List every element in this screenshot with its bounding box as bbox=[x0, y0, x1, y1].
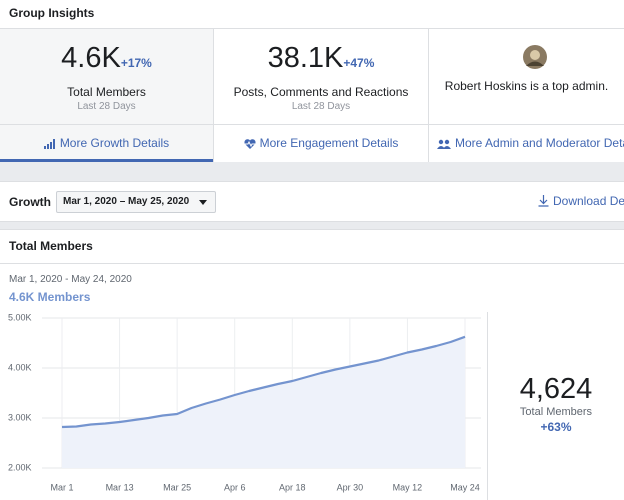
chart-subtitle: Mar 1, 2020 - May 24, 2020 bbox=[9, 274, 132, 285]
link-text: Download Details bbox=[553, 194, 624, 208]
card-change: +47% bbox=[343, 56, 375, 70]
x-tick-label: Mar 13 bbox=[106, 482, 134, 492]
card-change: +17% bbox=[120, 56, 152, 70]
y-tick-label: 4.00K bbox=[8, 362, 32, 372]
card[interactable]: Robert Hoskins is a top admin. More Admi… bbox=[429, 29, 624, 162]
divider bbox=[0, 263, 624, 264]
chart: 2.00K 3.00K 4.00K 5.00K Mar 1 Mar 13 Mar 25 Apr… bbox=[8, 312, 481, 492]
dropdown-text: Mar 1, 2020 – May 25, 2020 bbox=[63, 196, 190, 207]
toolbar: Growth Mar 1, 2020 – May 25, 2020 Downlo… bbox=[0, 181, 624, 222]
card-label: Posts, Comments and Reactions bbox=[233, 85, 409, 99]
header-title: Group Insights bbox=[9, 6, 95, 20]
icon bbox=[43, 139, 55, 149]
card-period: Last 28 Days bbox=[291, 101, 351, 112]
y-tick-label: 2.00K bbox=[8, 462, 32, 472]
link-text: More Growth Details bbox=[59, 136, 170, 150]
headline: 4.6K Members bbox=[9, 290, 91, 304]
x-tick-label: Apr 18 bbox=[279, 482, 306, 492]
summary-total: 4,624 bbox=[519, 373, 593, 405]
x-tick-label: Apr 6 bbox=[224, 482, 246, 492]
card[interactable]: 4.6K+17% Total Members Last 28 Days More… bbox=[0, 29, 214, 162]
divider bbox=[487, 312, 488, 500]
x-tick-label: Mar 25 bbox=[163, 482, 191, 492]
card-label: Total Members bbox=[67, 85, 146, 99]
icon bbox=[538, 195, 549, 207]
y-tick-label: 3.00K bbox=[8, 412, 32, 422]
date-dropdown[interactable]: Mar 1, 2020 – May 25, 2020 bbox=[56, 191, 217, 213]
x-tick-label: May 12 bbox=[393, 482, 423, 492]
panel-title: Total Members bbox=[9, 239, 93, 253]
x-tick-label: Mar 1 bbox=[50, 482, 73, 492]
card-value: 38.1K bbox=[267, 42, 344, 74]
icon bbox=[437, 139, 451, 149]
summary: 4,624 Total Members +63% bbox=[488, 373, 624, 434]
active-indicator bbox=[0, 159, 213, 162]
summary-label: Total Members bbox=[519, 406, 593, 418]
summary-change: +63% bbox=[540, 420, 572, 434]
toolbar-label: Growth bbox=[9, 195, 51, 209]
card[interactable]: 38.1K+47% Posts, Comments and Reactions … bbox=[214, 29, 429, 162]
y-tick-label: 5.00K bbox=[8, 312, 32, 322]
link-text: More Admin and Moderator Details bbox=[455, 136, 624, 150]
card-link[interactable]: More Admin and Moderator Details bbox=[429, 124, 624, 162]
x-tick-label: Apr 30 bbox=[337, 482, 364, 492]
x-tick-label: May 24 bbox=[450, 482, 480, 492]
card-link[interactable]: More Engagement Details bbox=[214, 124, 428, 162]
download-link[interactable]: Download Details bbox=[538, 194, 624, 208]
header: Group Insights bbox=[0, 0, 624, 29]
avatar bbox=[523, 45, 547, 69]
line bbox=[61, 335, 466, 429]
card-period: Last 28 Days bbox=[77, 101, 136, 112]
caret bbox=[199, 200, 208, 205]
card-link[interactable]: More Growth Details bbox=[0, 124, 213, 162]
area bbox=[62, 336, 465, 468]
link-text: More Engagement Details bbox=[259, 136, 399, 150]
admin-text: Robert Hoskins is a top admin. bbox=[444, 79, 609, 93]
card-value: 4.6K bbox=[61, 42, 121, 74]
icon bbox=[244, 139, 256, 149]
